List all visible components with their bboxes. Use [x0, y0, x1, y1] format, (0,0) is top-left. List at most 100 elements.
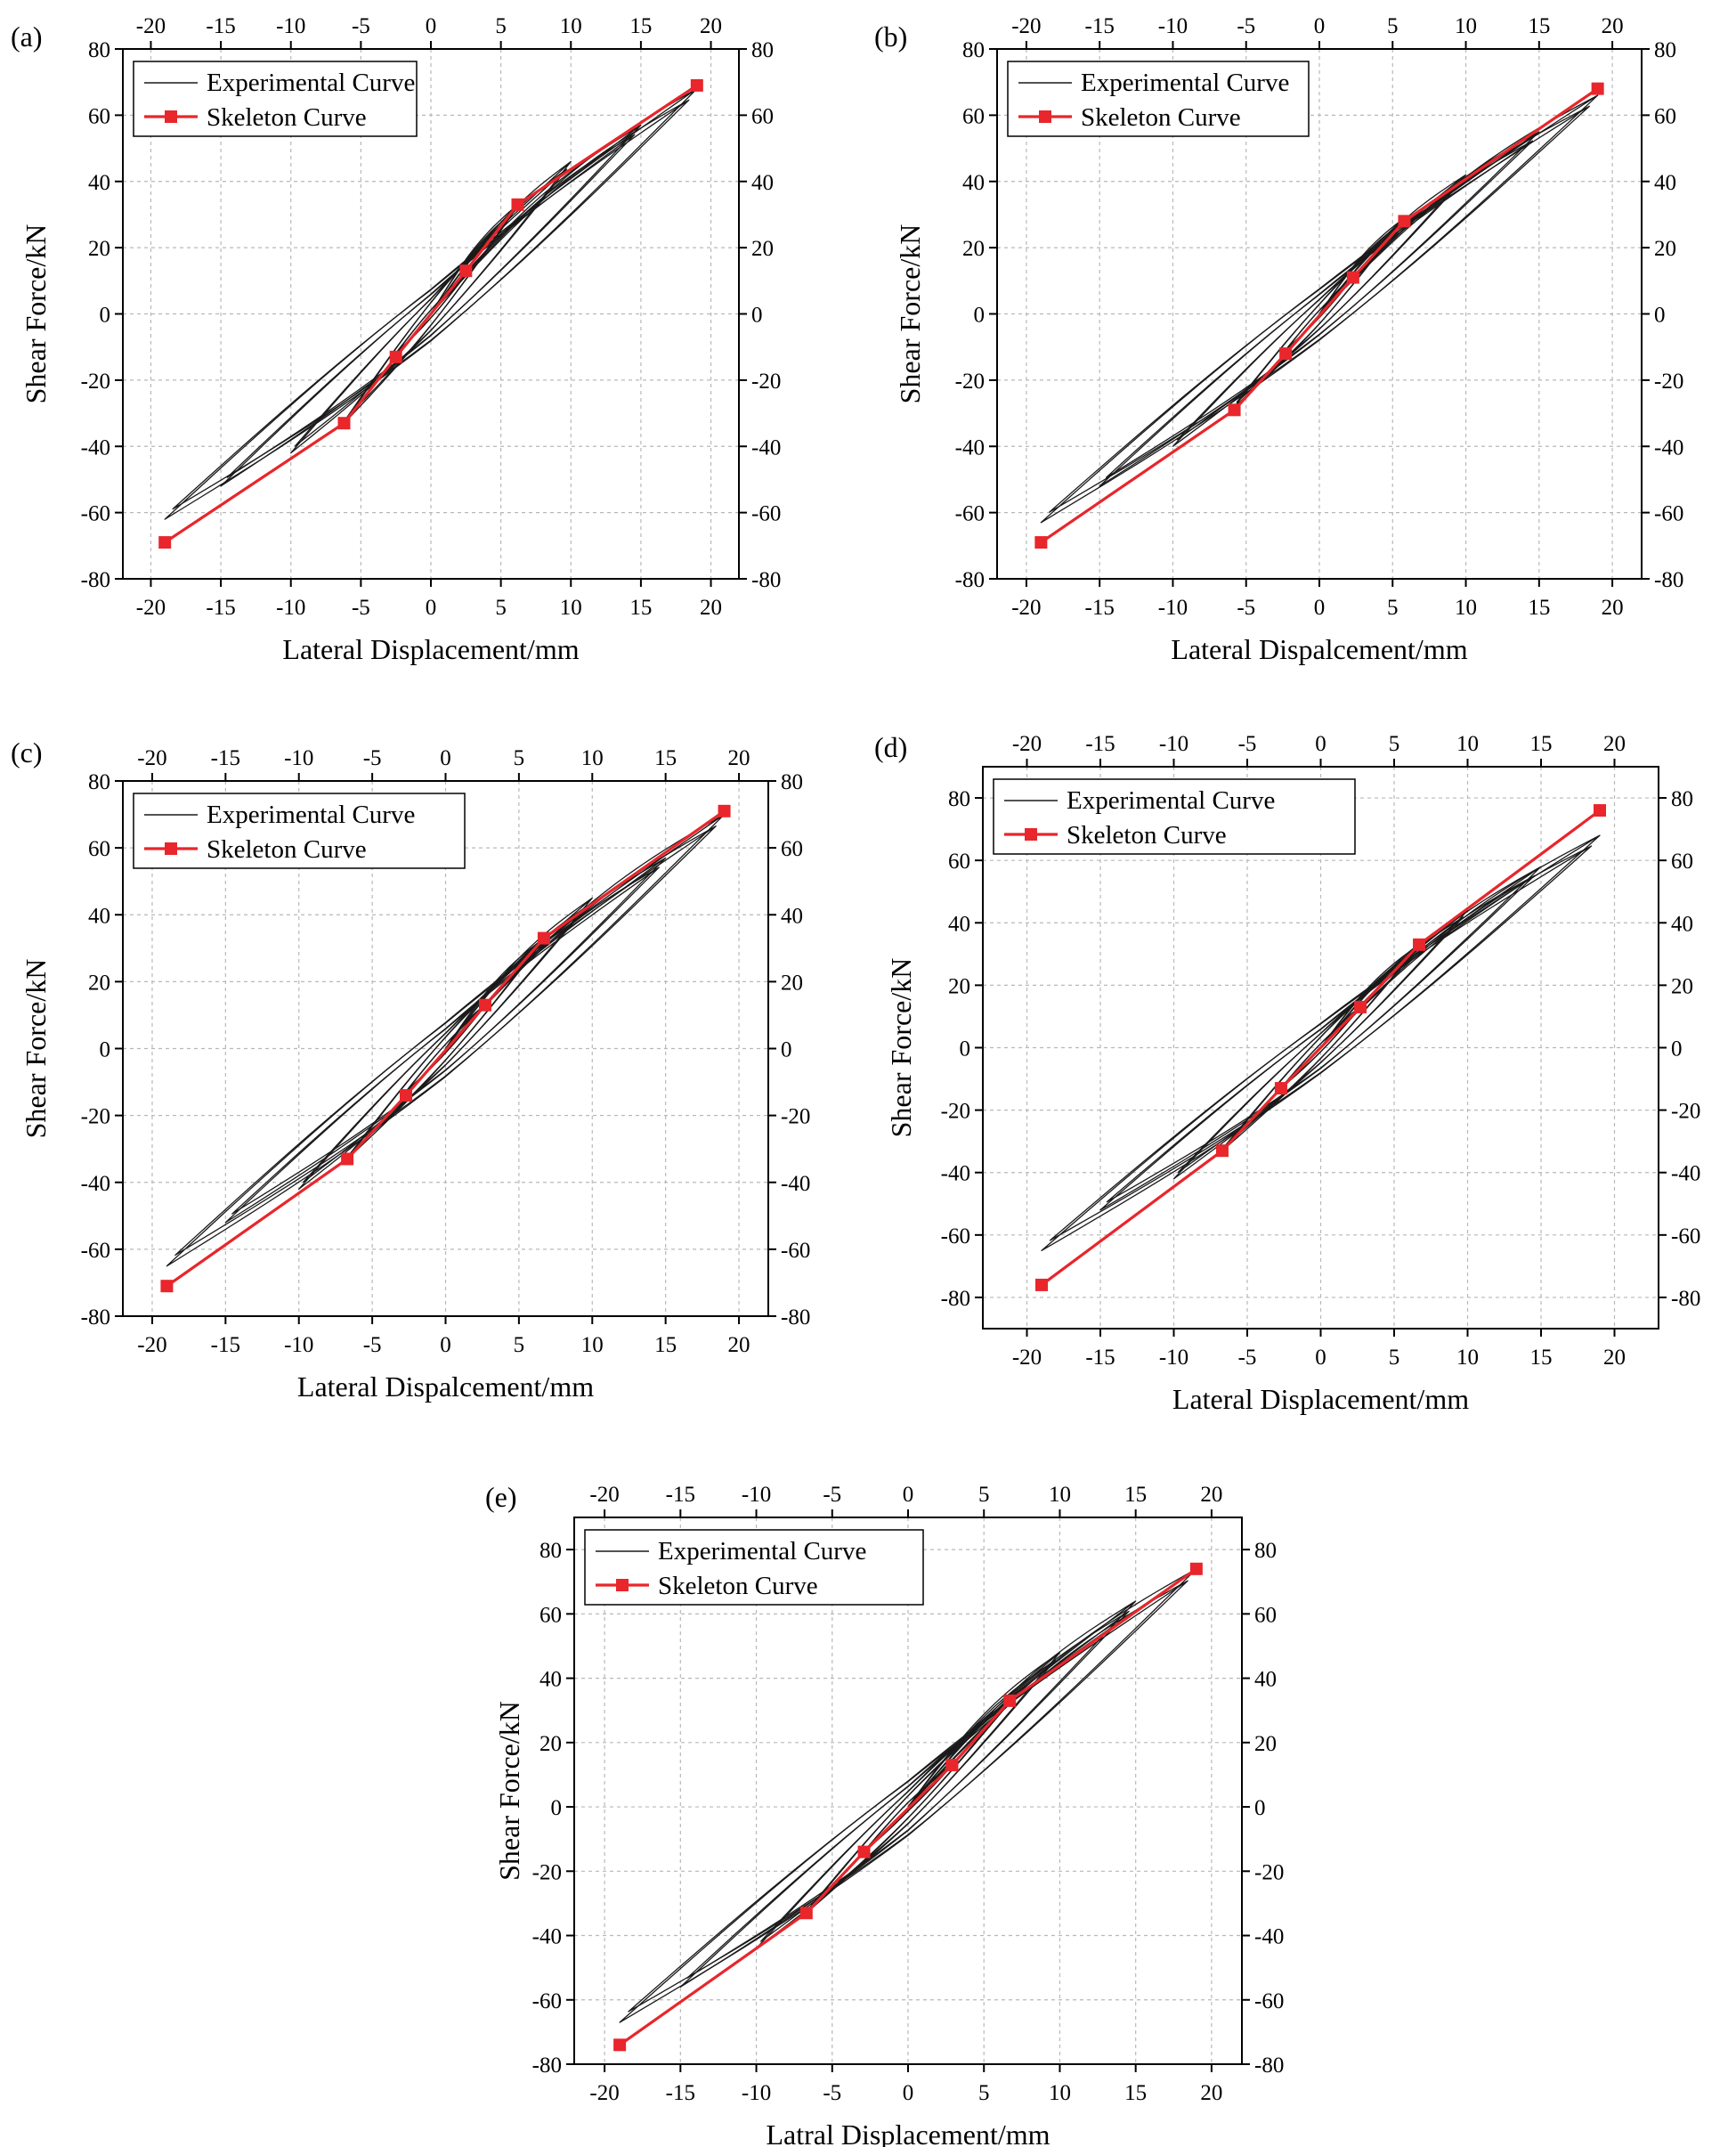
x-tick-label-top: -10 — [742, 1483, 771, 1507]
y-tick-label-right: 0 — [1671, 1037, 1683, 1061]
legend-experimental-label: Experimental Curve — [207, 69, 415, 97]
y-tick-label-right: -80 — [1254, 2053, 1284, 2078]
x-tick-label: -10 — [742, 2081, 771, 2105]
skeleton-point — [459, 264, 473, 278]
legend-box — [1007, 61, 1310, 137]
skeleton-point — [1035, 1278, 1048, 1291]
legend: Experimental Curve Skeleton Curve — [133, 793, 466, 869]
skeleton-point — [799, 1907, 813, 1920]
panel-label: (a) — [11, 20, 43, 53]
y-tick-label: -80 — [81, 568, 110, 592]
y-tick-label-right: 60 — [1654, 104, 1676, 128]
x-tick-label: -15 — [666, 2081, 695, 2105]
x-tick-label-top: -5 — [1238, 732, 1257, 756]
y-axis-title: Shear Force/kN — [493, 1701, 525, 1881]
experimental-loop — [1049, 845, 1593, 1241]
y-tick-label-right: -60 — [781, 1239, 810, 1263]
skeleton-point — [1354, 1000, 1367, 1013]
y-tick-label-right: 80 — [781, 770, 803, 794]
skeleton-point — [1034, 536, 1048, 549]
y-tick-label-right: 0 — [781, 1038, 792, 1062]
legend: Experimental Curve Skeleton Curve — [993, 778, 1356, 855]
y-tick-label: 0 — [100, 1038, 111, 1062]
skeleton-point — [613, 2038, 627, 2052]
x-tick-label: 20 — [700, 596, 722, 620]
legend-box — [993, 778, 1356, 855]
y-tick-label: -40 — [532, 1925, 562, 1949]
y-tick-label-right: -60 — [751, 502, 781, 526]
x-tick-label-top: 15 — [1530, 732, 1553, 756]
x-tick-label: 10 — [581, 1333, 604, 1357]
y-tick-label: -40 — [81, 435, 110, 459]
legend-skeleton-marker — [1039, 110, 1051, 123]
skeleton-line — [1041, 809, 1601, 1287]
x-tick-label-top: 20 — [728, 746, 750, 770]
panel-label: (e) — [485, 1481, 517, 1513]
x-tick-label-top: 15 — [629, 14, 652, 38]
y-tick-label: -20 — [81, 370, 110, 394]
y-tick-label-right: 80 — [1671, 787, 1693, 811]
y-tick-label-right: -80 — [781, 1305, 810, 1330]
experimental-loop — [303, 905, 588, 1183]
y-tick-label-right: -40 — [1654, 435, 1683, 459]
skeleton-point — [341, 1152, 354, 1166]
y-tick-label-right: 40 — [751, 171, 774, 195]
y-tick-label-right: 0 — [1254, 1796, 1266, 1820]
x-tick-label: 5 — [514, 1333, 525, 1357]
x-tick-label-top: 20 — [1602, 14, 1624, 38]
x-tick-label: 15 — [1530, 1346, 1553, 1370]
x-tick-label: 15 — [629, 596, 652, 620]
y-axis-title: Shear Force/kN — [885, 958, 917, 1138]
data-layer — [160, 804, 731, 1293]
y-tick-label: 40 — [948, 912, 970, 936]
x-tick-label-top: 20 — [1200, 1483, 1222, 1507]
y-axis-title: Shear Force/kN — [20, 224, 52, 404]
x-tick-label: 5 — [1387, 596, 1399, 620]
x-tick-label: -20 — [1011, 596, 1041, 620]
x-axis-title: Lateral Displacement/mm — [1172, 1383, 1469, 1415]
legend-skeleton-marker — [165, 110, 177, 123]
x-tick-label-top: 10 — [581, 746, 604, 770]
y-tick-label-right: 60 — [1254, 1603, 1277, 1627]
skeleton-point — [400, 1089, 413, 1102]
chart-panel: -20 -20 -15 -15 -10 -10 -5 -5 0 0 5 5 10 10 15 15 20 20 -8… — [874, 731, 1700, 1415]
y-tick-label-right: 60 — [781, 837, 803, 861]
skeleton-point — [1228, 403, 1241, 417]
x-tick-label: -10 — [276, 596, 305, 620]
skeleton-point — [690, 78, 703, 92]
y-tick-label: 0 — [551, 1796, 563, 1820]
x-tick-label: -5 — [363, 1333, 382, 1357]
x-tick-label-top: -5 — [823, 1483, 841, 1507]
x-tick-label-top: -20 — [1011, 14, 1041, 38]
chart-panel: -20 -20 -15 -15 -10 -10 -5 -5 0 0 5 5 10 10 15 15 20 20 -8… — [11, 14, 781, 665]
x-tick-label-top: -5 — [363, 746, 382, 770]
x-tick-label: -15 — [206, 596, 235, 620]
legend-skeleton-label: Skeleton Curve — [1067, 821, 1227, 850]
x-tick-label-top: -20 — [136, 14, 166, 38]
x-tick-label: 5 — [1389, 1346, 1400, 1370]
skeleton-point — [1594, 804, 1606, 817]
skeleton-point — [1346, 271, 1359, 284]
y-tick-label: 40 — [539, 1668, 562, 1692]
y-tick-label: -40 — [955, 435, 985, 459]
x-tick-label: -5 — [823, 2081, 841, 2105]
y-tick-label-right: 80 — [1254, 1539, 1277, 1563]
y-tick-label-right: 40 — [1671, 912, 1693, 936]
skeleton-point — [1189, 1562, 1203, 1575]
y-tick-label: -20 — [532, 1860, 562, 1884]
x-tick-label-top: -15 — [666, 1483, 695, 1507]
skeleton-point — [1591, 82, 1604, 95]
legend-box — [584, 1529, 924, 1606]
y-tick-label: -80 — [941, 1287, 970, 1311]
x-tick-label: -20 — [1012, 1346, 1042, 1370]
x-tick-label: 15 — [1528, 596, 1550, 620]
y-tick-label: 80 — [88, 770, 110, 794]
skeleton-line — [164, 84, 698, 544]
legend-experimental-label: Experimental Curve — [207, 801, 415, 829]
y-tick-label: 60 — [962, 104, 985, 128]
y-tick-label-right: -20 — [751, 370, 781, 394]
y-tick-label-right: -20 — [1671, 1100, 1700, 1124]
y-tick-label-right: -20 — [781, 1105, 810, 1129]
skeleton-point — [1279, 347, 1293, 361]
y-tick-label: -60 — [81, 1239, 110, 1263]
